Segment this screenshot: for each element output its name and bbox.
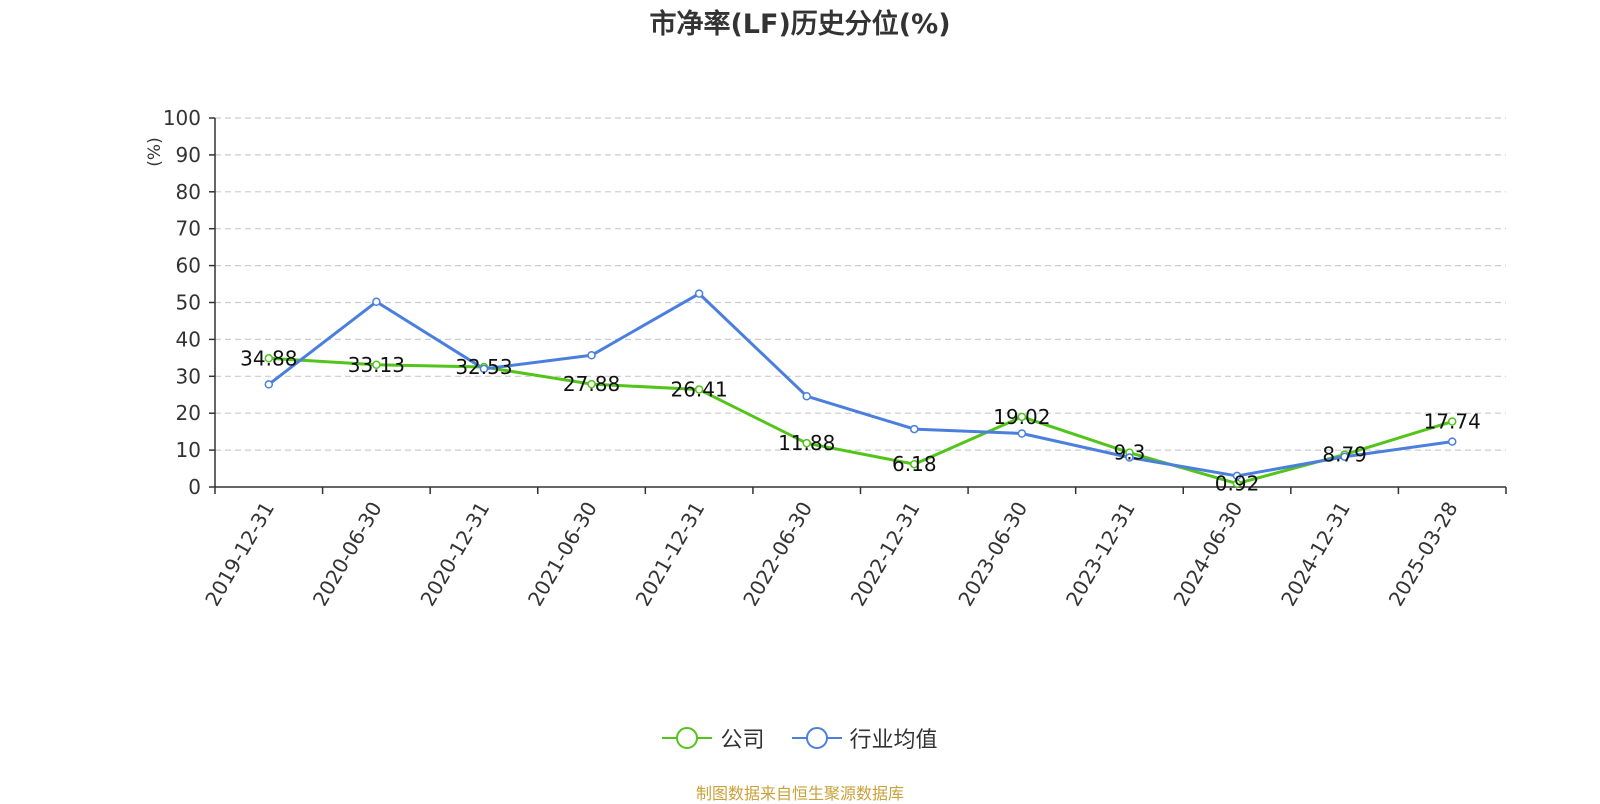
data-label: 32.53 (455, 355, 512, 379)
data-point-company[interactable] (372, 360, 381, 370)
data-point-industry[interactable] (1340, 452, 1349, 461)
data-point-company[interactable] (910, 459, 919, 469)
data-label: 11.88 (778, 431, 835, 455)
data-point-industry[interactable] (910, 424, 919, 434)
x-axis-ticks: 2019-12-31 2020-06-30 2020-12-31 2021-06-30… (200, 487, 1507, 611)
y-tick-label: 10 (176, 438, 201, 462)
x-tick-label: 2020-06-30 (308, 498, 387, 611)
data-label: 33.13 (348, 353, 405, 377)
data-point-industry[interactable] (1447, 437, 1457, 446)
y-tick-label: 100 (163, 106, 201, 130)
y-tick-label: 60 (176, 254, 201, 278)
y-tick-label: 70 (176, 217, 201, 241)
x-tick-label: 2023-06-30 (953, 498, 1032, 611)
legend-label-company: 公司 (720, 728, 765, 753)
y-tick-label: 0 (188, 475, 201, 499)
x-tick-label: 2024-06-30 (1168, 498, 1247, 611)
data-label: 19.02 (993, 405, 1050, 429)
data-label: 6.18 (892, 452, 937, 476)
data-point-industry[interactable] (1017, 429, 1027, 438)
data-point-company[interactable] (1447, 417, 1457, 426)
x-tick-label: 2023-12-31 (1061, 498, 1140, 611)
y-tick-label: 40 (176, 327, 201, 351)
data-point-company[interactable] (1017, 412, 1027, 422)
data-point-company[interactable] (694, 385, 704, 394)
x-tick-label: 2022-06-30 (738, 498, 817, 611)
series-lines (264, 289, 1457, 488)
data-label: 26.41 (670, 378, 727, 402)
y-tick-label: 50 (176, 291, 201, 315)
data-label: 0.92 (1215, 472, 1260, 496)
x-tick-label: 2022-12-31 (846, 498, 925, 611)
data-point-industry[interactable] (264, 380, 274, 389)
data-label: 34.88 (240, 346, 297, 370)
data-point-company[interactable] (802, 438, 811, 448)
source-note: 制图数据来自恒生聚源数据库 (695, 784, 904, 803)
data-point-industry[interactable] (694, 289, 704, 298)
legend-marker-industry (805, 727, 828, 749)
data-label: 8.79 (1322, 443, 1367, 467)
x-tick-label: 2025-03-28 (1384, 498, 1463, 611)
data-point-company[interactable] (264, 354, 274, 363)
grid-lines (215, 117, 1506, 451)
data-point-industry[interactable] (802, 391, 811, 401)
x-tick-label: 2021-06-30 (523, 498, 602, 611)
x-tick-label: 2020-12-31 (415, 498, 494, 611)
legend-item-industry[interactable]: 行业均值 (791, 722, 938, 754)
series-line-company (268, 356, 1453, 486)
data-point-industry[interactable] (587, 351, 596, 360)
legend-line-circle-icon (662, 727, 713, 749)
data-point-industry[interactable] (479, 364, 489, 374)
data-point-industry[interactable] (1125, 453, 1134, 462)
y-tick-label: 90 (176, 143, 201, 167)
data-label: 27.88 (563, 372, 620, 396)
y-tick-label: 80 (176, 180, 201, 204)
data-point-industry[interactable] (372, 297, 381, 307)
y-tick-label: 30 (176, 364, 201, 388)
data-point-company[interactable] (587, 379, 596, 389)
y-axis-unit-label: (%) (145, 137, 165, 166)
legend-marker-company (676, 727, 699, 749)
x-tick-label: 2019-12-31 (200, 498, 279, 611)
chart-title: 市净率(LF)历史分位(%) (649, 9, 951, 40)
legend: 公司 行业均值 (0, 722, 1600, 756)
data-labels: 34.88 33.13 32.53 27.88 26.41 11.88 6.18 19.02 9… (240, 346, 1481, 495)
legend-label-industry: 行业均值 (849, 728, 938, 753)
x-tick-label: 2024-12-31 (1276, 498, 1355, 611)
data-label: 17.74 (1424, 410, 1481, 434)
y-tick-label: 20 (176, 401, 201, 425)
legend-item-company[interactable]: 公司 (662, 722, 765, 754)
legend-line-circle-icon (791, 727, 842, 749)
data-label: 9.3 (1114, 441, 1146, 465)
data-point-industry[interactable] (1232, 471, 1242, 481)
y-axis-ticks: 0 10 20 30 40 50 60 70 80 90 100 (163, 106, 215, 499)
x-tick-label: 2021-12-31 (631, 498, 710, 611)
series-line-industry (267, 292, 1453, 478)
